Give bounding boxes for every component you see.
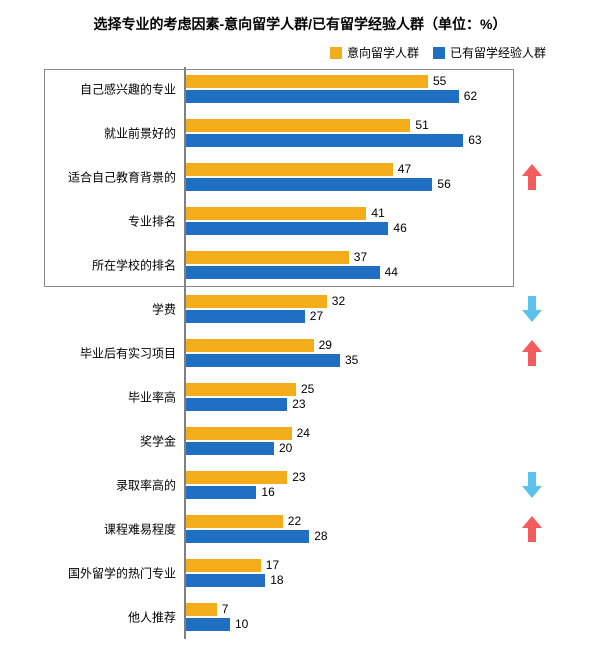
bar-value-a: 25 bbox=[301, 382, 314, 396]
bar-series-a: 24 bbox=[186, 427, 292, 440]
category-label: 学费 bbox=[26, 301, 176, 318]
arrow-down-icon bbox=[522, 472, 542, 498]
category-label: 毕业率高 bbox=[26, 389, 176, 406]
legend-label-a: 意向留学人群 bbox=[347, 44, 419, 61]
legend-label-b: 已有留学经验人群 bbox=[450, 44, 546, 61]
bar-pair: 2523 bbox=[186, 383, 296, 411]
bar-series-b: 27 bbox=[186, 310, 305, 323]
chart-container: 选择专业的考虑因素-意向留学人群/已有留学经验人群（单位：%） 意向留学人群 已… bbox=[0, 0, 600, 665]
arrow-up-icon bbox=[522, 164, 542, 190]
bar-series-b: 35 bbox=[186, 354, 340, 367]
bar-value-b: 18 bbox=[270, 573, 283, 587]
bar-series-b: 28 bbox=[186, 530, 309, 543]
bar-pair: 7 10 bbox=[186, 603, 230, 631]
bar-series-a: 29 bbox=[186, 339, 314, 352]
bar-value-a: 7 bbox=[222, 602, 229, 616]
trend-arrow-up bbox=[522, 164, 542, 190]
bar-pair: 3227 bbox=[186, 295, 327, 323]
bar-pair: 29 35 bbox=[186, 339, 340, 367]
category-label: 录取率高的 bbox=[26, 477, 176, 494]
chart-row: 毕业后有实习项目 29 35 bbox=[14, 331, 586, 375]
category-label: 国外留学的热门专业 bbox=[26, 565, 176, 582]
bar-series-a: 23 bbox=[186, 471, 287, 484]
bar-value-a: 32 bbox=[332, 294, 345, 308]
bar-value-b: 20 bbox=[279, 441, 292, 455]
chart-row: 课程难易程度 22 28 bbox=[14, 507, 586, 551]
chart-row: 录取率高的2316 bbox=[14, 463, 586, 507]
legend-swatch-b bbox=[433, 47, 445, 59]
arrow-up-icon bbox=[522, 516, 542, 542]
bar-series-b: 23 bbox=[186, 398, 287, 411]
chart-row: 毕业率高2523 bbox=[14, 375, 586, 419]
bar-series-a: 17 bbox=[186, 559, 261, 572]
bar-value-b: 27 bbox=[310, 309, 323, 323]
bar-series-a: 32 bbox=[186, 295, 327, 308]
chart-title: 选择专业的考虑因素-意向留学人群/已有留学经验人群（单位：%） bbox=[14, 14, 586, 34]
bar-value-a: 29 bbox=[319, 338, 332, 352]
bar-value-a: 22 bbox=[288, 514, 301, 528]
bar-value-a: 24 bbox=[297, 426, 310, 440]
bar-pair: 2420 bbox=[186, 427, 292, 455]
chart-legend: 意向留学人群 已有留学经验人群 bbox=[14, 44, 546, 61]
legend-item-b: 已有留学经验人群 bbox=[433, 44, 546, 61]
bar-value-b: 28 bbox=[314, 529, 327, 543]
category-label: 他人推荐 bbox=[26, 609, 176, 626]
bar-series-b: 20 bbox=[186, 442, 274, 455]
trend-arrow-up bbox=[522, 516, 542, 542]
bar-series-a: 25 bbox=[186, 383, 296, 396]
category-label: 毕业后有实习项目 bbox=[26, 345, 176, 362]
bar-series-b: 10 bbox=[186, 618, 230, 631]
bar-series-b: 18 bbox=[186, 574, 265, 587]
chart-row: 学费3227 bbox=[14, 287, 586, 331]
bar-pair: 1718 bbox=[186, 559, 265, 587]
bar-pair: 22 28 bbox=[186, 515, 309, 543]
bar-value-b: 23 bbox=[292, 397, 305, 411]
trend-arrow-up bbox=[522, 340, 542, 366]
legend-item-a: 意向留学人群 bbox=[330, 44, 419, 61]
chart-row: 奖学金2420 bbox=[14, 419, 586, 463]
bar-value-b: 16 bbox=[261, 485, 274, 499]
bar-pair: 2316 bbox=[186, 471, 287, 499]
trend-arrow-down bbox=[522, 472, 542, 498]
trend-arrow-down bbox=[522, 296, 542, 322]
arrow-down-icon bbox=[522, 296, 542, 322]
chart-row: 他人推荐 7 10 bbox=[14, 595, 586, 639]
plot-area: 自己感兴趣的专业5562就业前景好的5163适合自己教育背景的4756专业排名4… bbox=[14, 67, 586, 639]
legend-swatch-a bbox=[330, 47, 342, 59]
bar-series-a: 7 bbox=[186, 603, 217, 616]
bar-value-b: 35 bbox=[345, 353, 358, 367]
category-label: 奖学金 bbox=[26, 433, 176, 450]
bar-value-a: 23 bbox=[292, 470, 305, 484]
bar-value-b: 10 bbox=[235, 617, 248, 631]
bar-series-a: 22 bbox=[186, 515, 283, 528]
arrow-up-icon bbox=[522, 340, 542, 366]
category-label: 课程难易程度 bbox=[26, 521, 176, 538]
chart-row: 国外留学的热门专业1718 bbox=[14, 551, 586, 595]
bar-value-a: 17 bbox=[266, 558, 279, 572]
highlight-group-box bbox=[44, 69, 514, 287]
bar-series-b: 16 bbox=[186, 486, 256, 499]
